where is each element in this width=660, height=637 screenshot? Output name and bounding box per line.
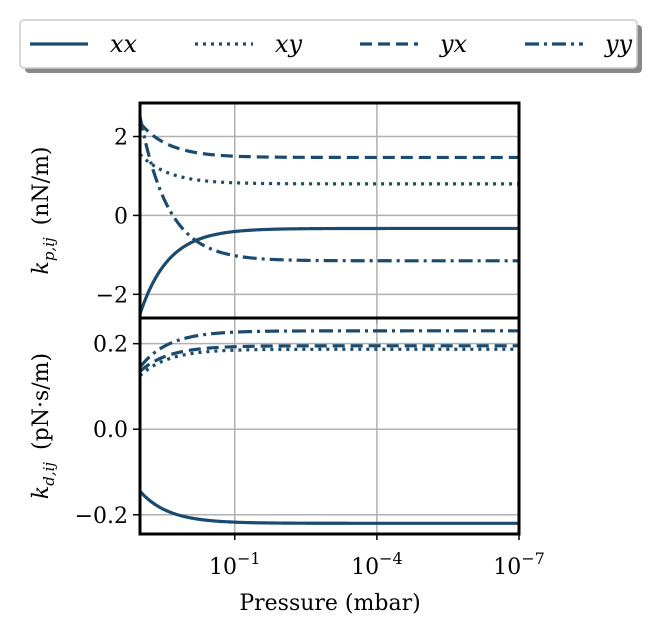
- series-kp-xx: [140, 226, 519, 315]
- series-kd-yx: [140, 344, 519, 373]
- y-axis-label-kd: kd,ij(pN·s/m): [29, 353, 58, 499]
- legend-label-xy: xy: [275, 30, 303, 58]
- axes-frame-kd: [138, 316, 521, 536]
- ytick-label-kp: 2: [114, 126, 128, 151]
- xtick-label: 10−7: [493, 549, 545, 580]
- series-kp-yx: [140, 121, 519, 160]
- axes-frame-kp: [138, 101, 521, 320]
- series-kp-yy: [140, 116, 519, 263]
- ytick-label-kd: −0.2: [75, 504, 128, 529]
- legend-label-xx: xx: [110, 30, 138, 58]
- panel-kd: 0.2 0.0 −0.2 kd,ij(pN·s/m): [29, 316, 521, 540]
- legend-label-yx: yx: [439, 30, 468, 58]
- series-kd-yy: [140, 329, 519, 369]
- xtick-label: 10−1: [209, 549, 261, 580]
- panel-kp: 2 0 −2 kp,ij(nN/m): [29, 101, 521, 324]
- ytick-label-kp: −2: [96, 283, 128, 308]
- ytick-label-kp: 0: [114, 204, 128, 229]
- legend-label-yy: yy: [604, 30, 633, 58]
- legend-frame: [19, 19, 638, 69]
- series-kd-xx: [140, 490, 519, 525]
- x-axis-ticks: 10−1 10−4 10−7: [209, 549, 545, 580]
- series-kd-xy: [140, 347, 519, 377]
- ytick-label-kd: 0.0: [93, 418, 128, 443]
- legend: xx xy yx yy: [19, 19, 642, 73]
- series-kp-xy: [140, 153, 519, 186]
- x-axis-label: Pressure (mbar): [239, 591, 420, 616]
- xtick-label: 10−4: [351, 549, 403, 580]
- y-axis-label-kp: kp,ij(nN/m): [29, 146, 58, 274]
- ytick-label-kd: 0.2: [93, 333, 128, 358]
